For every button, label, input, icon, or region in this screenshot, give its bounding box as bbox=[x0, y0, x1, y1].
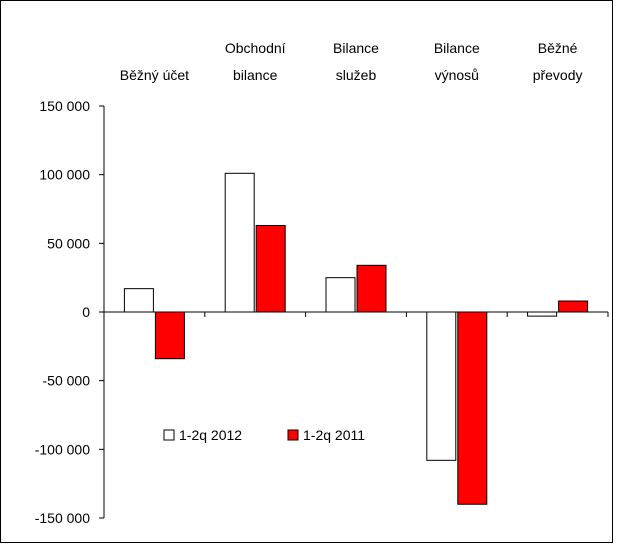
category-label: převody bbox=[533, 67, 583, 83]
bar-series-2012 bbox=[325, 277, 356, 313]
category-label: Běžný účet bbox=[120, 67, 189, 83]
bar-series-2012 bbox=[426, 311, 457, 461]
bar-series-2012 bbox=[224, 172, 255, 313]
legend: 1-2q 2012 1-2q 2011 bbox=[163, 427, 365, 443]
bar-series-2012 bbox=[527, 311, 558, 317]
category-label: výnosů bbox=[435, 67, 479, 83]
category-labels: Běžný účet Obchodní bilance Bilance služeb Bi… bbox=[120, 40, 583, 83]
y-tick-label: 100 000 bbox=[39, 167, 90, 183]
category-label: služeb bbox=[336, 67, 377, 83]
y-tick-label: 150 000 bbox=[39, 98, 90, 114]
bars bbox=[123, 172, 589, 505]
bar-series-2011 bbox=[457, 311, 488, 505]
category-label: Běžné bbox=[538, 40, 578, 56]
y-ticks: 150 000 100 000 50 000 0 -50 000 -100 000 -150… bbox=[35, 98, 104, 526]
x-ticks bbox=[204, 312, 609, 317]
bar-series-2011 bbox=[255, 224, 286, 313]
legend-label: 1-2q 2012 bbox=[179, 427, 242, 443]
legend-label: 1-2q 2011 bbox=[303, 427, 365, 443]
bar-series-2012 bbox=[123, 288, 154, 313]
y-tick-label: 0 bbox=[82, 304, 90, 320]
bar-series-2011 bbox=[356, 264, 387, 313]
bar-series-2011 bbox=[154, 311, 185, 360]
y-tick-label: -100 000 bbox=[35, 441, 90, 457]
y-tick-label: 50 000 bbox=[47, 235, 90, 251]
category-label: Bilance bbox=[434, 40, 480, 56]
y-tick-label: -50 000 bbox=[43, 373, 91, 389]
category-label: Obchodní bbox=[225, 40, 286, 56]
legend-swatch bbox=[287, 429, 299, 441]
category-label: Bilance bbox=[333, 40, 379, 56]
bar-series-2011 bbox=[558, 300, 589, 313]
category-label: bilance bbox=[233, 67, 278, 83]
legend-swatch bbox=[163, 429, 175, 441]
y-tick-label: -150 000 bbox=[35, 510, 90, 526]
